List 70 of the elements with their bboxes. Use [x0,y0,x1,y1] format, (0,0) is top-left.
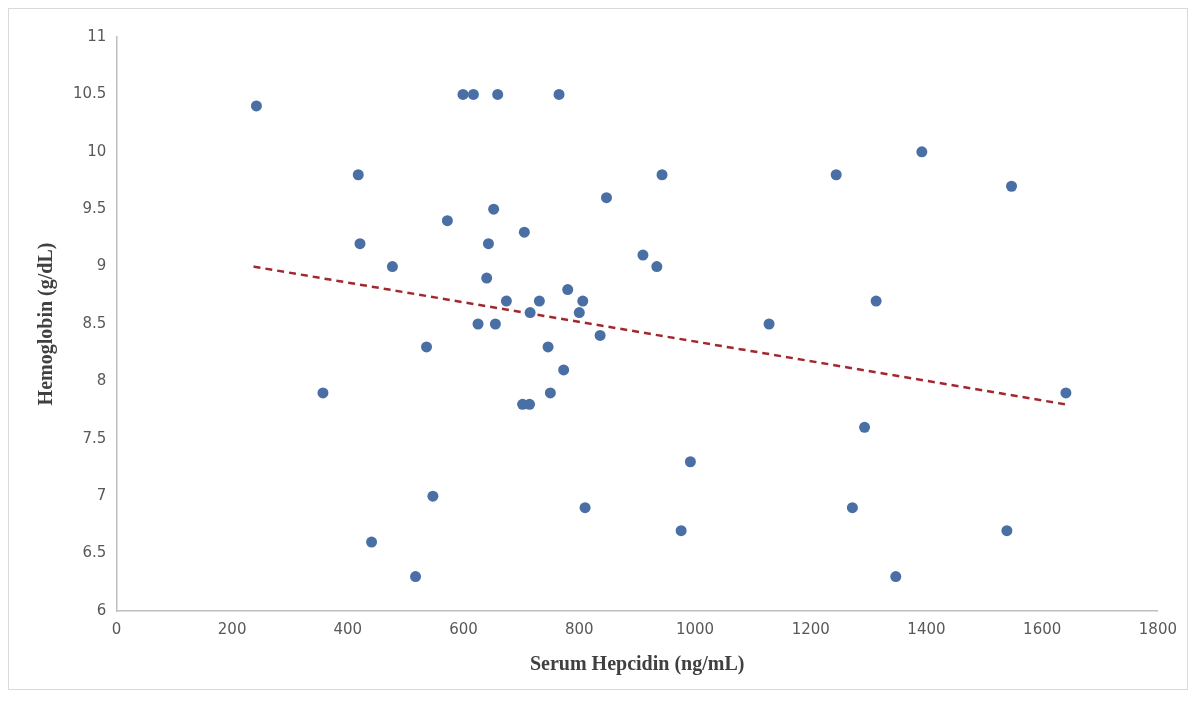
point [558,364,570,376]
point [594,329,606,341]
y-axis-title: Hemoglobin (g/dL) [34,242,58,406]
point [366,536,378,548]
x-tick-label: 600 [449,619,478,638]
point [656,169,668,181]
x-tick-label: 1800 [1138,619,1178,638]
point [524,307,536,319]
point [1006,180,1018,192]
x-tick-label: 800 [564,619,594,638]
point [542,341,554,353]
point [859,421,871,433]
point [421,341,433,353]
point [544,387,556,399]
y-tick-label: 8 [96,371,107,390]
x-tick-label: 1200 [791,619,830,638]
point [600,192,612,204]
point [386,261,398,273]
y-tick-label: 7 [96,486,107,505]
point [481,272,493,284]
point [488,203,500,215]
point [457,88,469,100]
x-tick-label: 1600 [1023,619,1062,638]
point [482,238,494,250]
y-tick-label: 8.5 [82,313,107,332]
x-tick-label: 400 [333,619,363,638]
y-tick-label: 9.5 [82,199,107,218]
point [675,525,687,537]
point [1060,387,1072,399]
point [354,238,366,250]
point [573,307,585,319]
point [916,146,928,158]
y-tick-label: 10.5 [72,84,107,103]
point [1001,525,1013,537]
point [637,249,649,261]
point [870,295,882,307]
x-tick-label: 1400 [907,619,946,638]
point [352,169,364,181]
point [317,387,329,399]
point [651,261,663,273]
x-axis-title: Serum Hepcidin (ng/mL) [529,652,745,676]
point [830,169,842,181]
point [553,88,565,100]
point [250,100,262,112]
point [533,295,545,307]
point [577,295,589,307]
point [518,226,530,238]
point [441,215,453,227]
point [684,456,696,468]
point [410,571,422,583]
point [427,490,439,502]
point [467,88,479,100]
x-tick-label: 1000 [675,619,715,638]
y-tick-label: 10 [87,141,107,160]
point [890,571,902,583]
x-tick-label: 200 [217,619,247,638]
point [579,502,591,514]
point [489,318,501,330]
y-tick-label: 7.5 [82,428,107,447]
y-tick-label: 9 [96,256,107,275]
point [562,284,574,296]
point [472,318,484,330]
x-tick-label: 0 [111,619,122,638]
point [846,502,858,514]
y-tick-label: 11 [87,26,107,45]
y-tick-label: 6 [96,600,107,619]
point [500,295,512,307]
point [492,88,504,100]
point [763,318,775,330]
y-tick-label: 6.5 [82,543,107,562]
